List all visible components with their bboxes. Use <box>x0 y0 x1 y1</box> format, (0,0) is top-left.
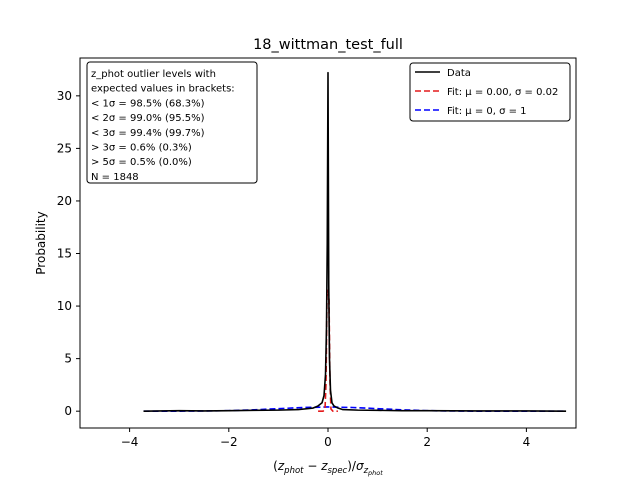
legend-label-1: Fit: μ = 0.00, σ = 0.02 <box>447 87 558 98</box>
x-tick-label: −2 <box>220 435 238 449</box>
x-tick-label: 0 <box>324 435 332 449</box>
annotation-line-7: N = 1848 <box>91 172 139 183</box>
y-axis-label: Probability <box>34 211 48 274</box>
y-tick-label: 5 <box>64 352 72 366</box>
annotation-line-4: < 3σ = 99.4% (99.7%) <box>91 128 205 139</box>
annotation-line-1: expected values in brackets: <box>91 84 235 95</box>
x-axis: −4 −2 0 2 4 <box>121 428 530 449</box>
y-axis: 0 5 10 15 20 25 30 <box>57 89 80 418</box>
legend: Data Fit: μ = 0.00, σ = 0.02 Fit: μ = 0, σ… <box>409 62 571 122</box>
series-line-0 <box>143 71 567 412</box>
y-tick-label: 0 <box>64 404 72 418</box>
y-tick-label: 15 <box>57 247 72 261</box>
x-tick-label: 4 <box>523 435 531 449</box>
y-tick-label: 30 <box>57 89 72 103</box>
y-tick-label: 20 <box>57 194 72 208</box>
legend-label-0: Data <box>447 68 471 79</box>
y-tick-label: 10 <box>57 299 72 313</box>
chart-title: 18_wittman_test_full <box>253 37 403 53</box>
series-layer <box>143 71 567 412</box>
annotation-line-3: < 2σ = 99.0% (95.5%) <box>91 113 205 124</box>
y-tick-label: 25 <box>57 141 72 155</box>
annotation-line-5: > 3σ = 0.6% (0.3%) <box>91 143 192 154</box>
annotation-line-2: < 1σ = 98.5% (68.3%) <box>91 98 205 109</box>
x-tick-label: 2 <box>423 435 431 449</box>
annotation-box: z_phot outlier levels with expected valu… <box>86 61 258 184</box>
legend-label-2: Fit: μ = 0, σ = 1 <box>447 106 527 117</box>
x-tick-label: −4 <box>121 435 139 449</box>
annotation-line-6: > 5σ = 0.5% (0.0%) <box>91 157 192 168</box>
annotation-line-0: z_phot outlier levels with <box>91 69 216 80</box>
